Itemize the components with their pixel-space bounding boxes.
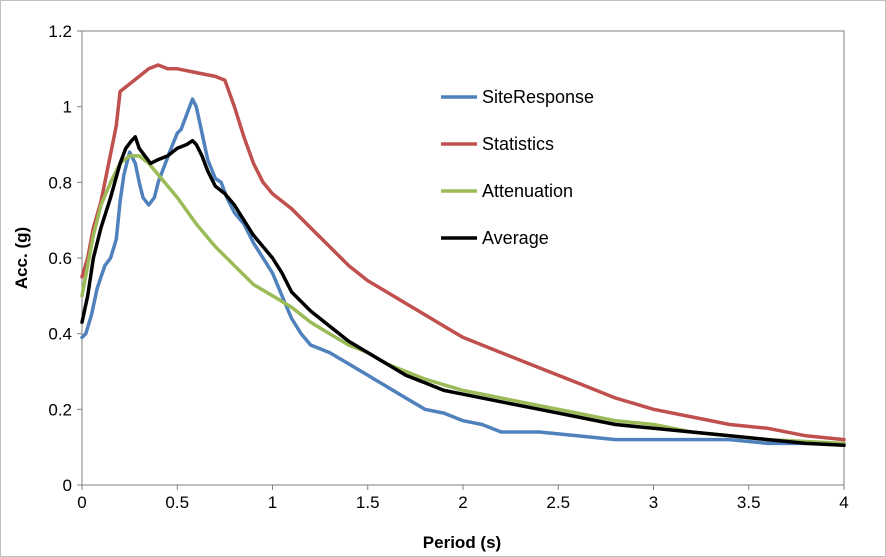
legend-label-statistics: Statistics (482, 134, 554, 154)
axis-ticks: 0 0.5 1 1.5 2 2.5 3 3.5 4 0 0.2 0.4 0.6 0.8 1 1.2 (48, 22, 848, 512)
plot-border (81, 30, 845, 486)
plot-area (81, 30, 845, 486)
legend-label-average: Average (482, 228, 549, 248)
x-tick-label: 0.5 (165, 493, 189, 512)
series-line-attenuation (80, 154, 846, 446)
legend-label-attenuation: Attenuation (482, 181, 573, 201)
y-tick-label: 1 (63, 98, 72, 117)
y-tick-label: 0.8 (48, 173, 72, 192)
y-tick-label: 0 (63, 476, 72, 495)
y-axis-title: Acc. (g) (12, 227, 31, 289)
y-tick-label: 0.6 (48, 249, 72, 268)
x-axis-title: Period (s) (423, 533, 501, 552)
x-tick-label: 4 (839, 493, 848, 512)
series-line-average (80, 135, 846, 448)
legend-label-siteresponse: SiteResponse (482, 87, 594, 107)
series-line-statistics (80, 63, 846, 442)
legend: SiteResponse Statistics Attenuation Average (441, 87, 594, 248)
x-tick-label: 0 (77, 493, 86, 512)
x-tick-label: 2.5 (546, 493, 570, 512)
y-tick-label: 0.4 (48, 325, 72, 344)
x-tick-label: 1.5 (356, 493, 380, 512)
series-layer (80, 63, 846, 448)
x-tick-label: 1 (268, 493, 277, 512)
x-tick-label: 2 (458, 493, 467, 512)
y-tick-label: 1.2 (48, 22, 72, 41)
x-tick-label: 3 (649, 493, 658, 512)
x-tick-label: 3.5 (737, 493, 761, 512)
y-tick-label: 0.2 (48, 400, 72, 419)
